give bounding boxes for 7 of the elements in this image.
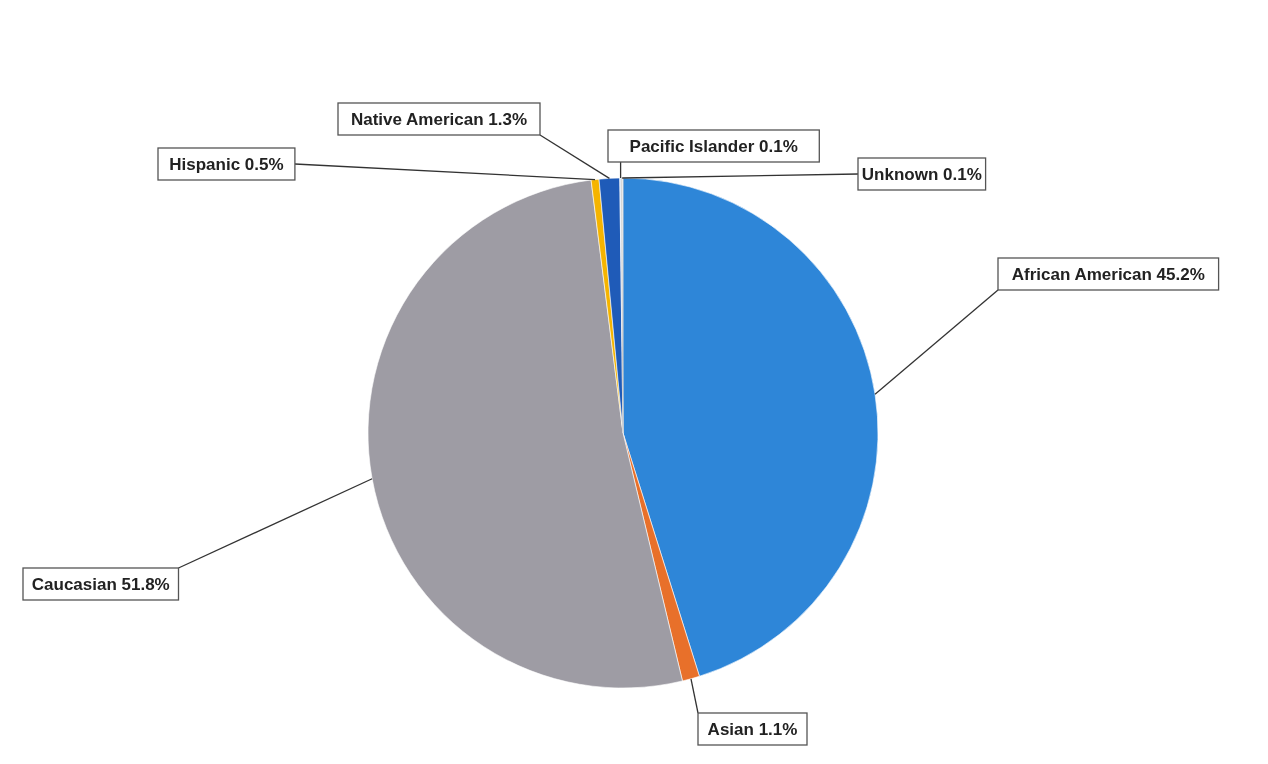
slice-label: Hispanic 0.5% bbox=[169, 155, 284, 174]
slice-label: Asian 1.1% bbox=[707, 720, 798, 739]
slice-label: African American 45.2% bbox=[1011, 265, 1205, 284]
slice-label: Pacific Islander 0.1% bbox=[629, 137, 798, 156]
slice-label: Caucasian 51.8% bbox=[31, 575, 170, 594]
slice-label: Unknown 0.1% bbox=[861, 165, 982, 184]
slice-label: Native American 1.3% bbox=[350, 110, 528, 129]
